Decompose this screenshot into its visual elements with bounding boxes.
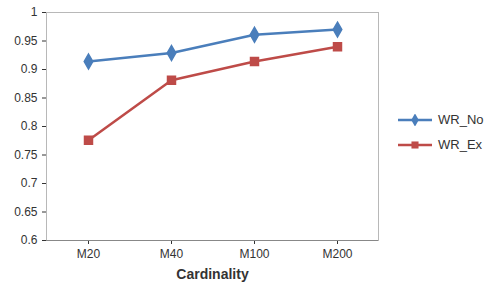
svg-text:0.95: 0.95 — [14, 34, 38, 48]
svg-text:0.65: 0.65 — [14, 205, 38, 219]
svg-text:0.7: 0.7 — [21, 176, 38, 190]
svg-text:0.85: 0.85 — [14, 91, 38, 105]
svg-text:1: 1 — [31, 5, 38, 19]
svg-text:M100: M100 — [239, 247, 269, 261]
svg-text:M200: M200 — [322, 247, 352, 261]
svg-text:M20: M20 — [77, 247, 101, 261]
svg-text:0.9: 0.9 — [21, 62, 38, 76]
svg-text:M40: M40 — [160, 247, 184, 261]
svg-text:Cardinality: Cardinality — [176, 266, 249, 282]
svg-text:0.6: 0.6 — [21, 233, 38, 247]
html-text:WR_No: WR_No — [438, 112, 484, 127]
svg-text:0.75: 0.75 — [14, 148, 38, 162]
svg-text:0.8: 0.8 — [21, 119, 38, 133]
html-text:WR_Ex: WR_Ex — [438, 137, 483, 152]
